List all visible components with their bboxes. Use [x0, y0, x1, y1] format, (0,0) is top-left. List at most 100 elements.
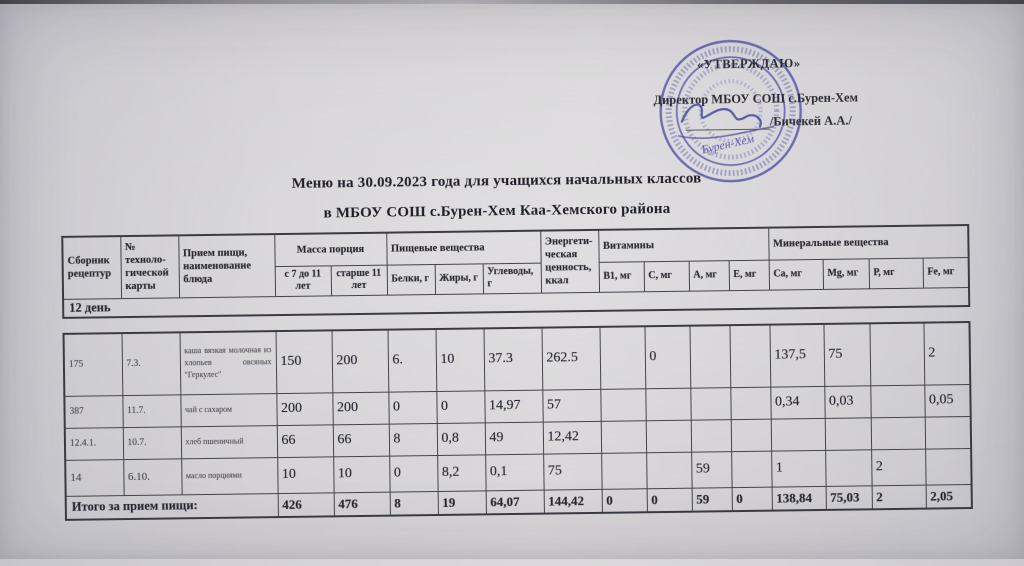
- cell: 6.: [387, 329, 437, 392]
- total-cell: 0: [601, 488, 647, 513]
- cell: 12.4.1.: [64, 427, 124, 460]
- dish-name: чай с сахаром: [180, 393, 277, 427]
- cell: 49: [484, 421, 544, 455]
- col-header-mass-7-11: с 7 до 11 лет: [274, 265, 332, 297]
- col-header-mg: Mg, мг: [822, 258, 870, 289]
- total-cell: 64,07: [485, 489, 544, 515]
- cell: [646, 451, 692, 489]
- cell: 200: [331, 329, 389, 393]
- cell: [730, 418, 772, 452]
- cell: 175: [63, 333, 123, 396]
- cell: 75: [543, 452, 602, 490]
- col-header-vitamins: Витамины: [598, 227, 769, 262]
- cell: 59: [691, 451, 732, 488]
- cell: 200: [276, 392, 333, 426]
- dish-name: масло порциями: [181, 457, 278, 495]
- total-cell: 144,42: [543, 488, 602, 514]
- cell: 66: [332, 423, 390, 457]
- cell: [731, 450, 772, 488]
- total-cell: 0: [646, 487, 692, 513]
- cell: [925, 448, 972, 485]
- cell: 75: [823, 323, 871, 386]
- cell: [730, 386, 771, 420]
- cell: 0: [388, 390, 437, 424]
- total-cell: 138,84: [771, 485, 826, 511]
- col-header-meal: Прием пищи, наименование блюда: [178, 234, 276, 298]
- cell: [729, 324, 771, 388]
- cell: [869, 322, 925, 386]
- total-cell: 2,05: [925, 484, 972, 509]
- col-header-minerals: Минеральные вещества: [768, 225, 969, 260]
- approval-label: «УТВЕРЖДАЮ»: [696, 56, 801, 72]
- total-cell: 19: [437, 490, 486, 515]
- page-title-line1: Меню на 30.09.2023 года для учащихся нач…: [291, 170, 702, 192]
- cell: 14: [65, 459, 124, 496]
- cell: 1: [771, 449, 826, 487]
- cell: [824, 417, 872, 450]
- col-header-energy: Энергети-ческая ценность, ккал: [540, 229, 600, 293]
- col-header-a: А, мг: [688, 260, 730, 291]
- cell: 0,8: [436, 422, 486, 455]
- cell: 150: [275, 330, 333, 394]
- cell: [645, 387, 691, 421]
- cell: 10: [333, 455, 390, 493]
- cell: [825, 449, 872, 486]
- col-header-recipe: Сборник рецептур: [62, 236, 122, 299]
- col-header-protein: Белки, г: [386, 264, 436, 295]
- cell: [870, 384, 925, 418]
- dish-name: каша вязкая молочная из хлопьев овсяных …: [179, 331, 277, 395]
- total-cell: 426: [277, 492, 334, 518]
- director-line: Директор МБОУ СОШ с.Бурен-Хем: [653, 90, 859, 108]
- cell: 2: [923, 322, 971, 385]
- total-cell: 2: [871, 484, 926, 510]
- menu-data-table: 175 7.3. каша вязкая молочная из хлопьев…: [62, 321, 973, 521]
- cell: 7.3.: [121, 332, 181, 396]
- cell: 11.7.: [122, 394, 181, 428]
- col-header-fat: Жиры, г: [434, 263, 484, 295]
- total-cell: 476: [333, 491, 390, 517]
- col-header-e: Е, мг: [728, 259, 770, 291]
- cell: [600, 388, 646, 421]
- cell: 137,5: [769, 323, 825, 387]
- cell: [770, 417, 826, 451]
- cell: 10.7.: [122, 426, 182, 460]
- col-header-p: Р, мг: [868, 257, 924, 289]
- cell: [690, 419, 732, 452]
- photo-top-edge: [0, 0, 1024, 4]
- dish-name: хлеб пшеничный: [180, 425, 278, 459]
- total-cell: 59: [691, 487, 732, 512]
- col-header-mass: Масса порция: [274, 232, 387, 267]
- cell: 6.10.: [123, 458, 182, 496]
- col-header-mass-over-11: старше 11 лет: [330, 264, 388, 296]
- col-header-c: С, мг: [643, 260, 690, 292]
- cell: 14,97: [484, 389, 543, 423]
- cell: [870, 416, 926, 450]
- cell: 387: [64, 395, 123, 428]
- cell: [645, 419, 692, 453]
- cell: [924, 416, 972, 449]
- cell: 57: [542, 388, 601, 422]
- col-header-ca: Са, мг: [768, 258, 824, 290]
- cell: [601, 452, 647, 489]
- col-header-fe: Fe, мг: [922, 257, 970, 288]
- cell: 262.5: [541, 326, 601, 390]
- cell: 2: [871, 448, 926, 486]
- total-cell: 0: [731, 486, 772, 512]
- round-stamp: Бурен-Хем: [659, 39, 802, 183]
- col-header-card: № техноло-гической карты: [120, 235, 180, 299]
- col-header-carbs: Углеводы, г: [482, 262, 542, 294]
- cell: 0: [436, 390, 485, 423]
- cell: 10: [277, 456, 334, 494]
- col-header-b1: В1, мг: [598, 261, 645, 292]
- cell: 0: [389, 454, 438, 492]
- cell: [690, 387, 731, 420]
- totals-label: Итого за прием пищи:: [65, 493, 278, 520]
- cell: 10: [435, 328, 485, 391]
- cell: 0,03: [824, 385, 871, 418]
- page-title-line2: в МБОУ СОШ с.Бурен-Хем Каа-Хемского райо…: [323, 200, 671, 222]
- cell: [599, 326, 646, 389]
- cell: 0,1: [485, 453, 544, 491]
- cell: 66: [276, 424, 334, 458]
- cell: 37.3: [483, 327, 543, 391]
